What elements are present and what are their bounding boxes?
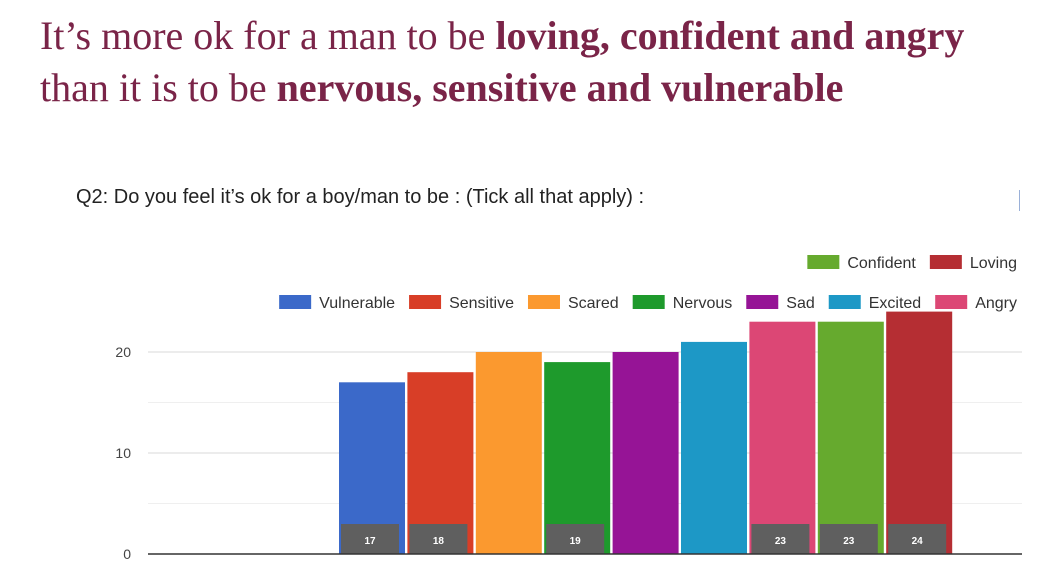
legend-swatch-excited: [828, 295, 861, 309]
headline-line-2-bold: nervous, sensitive and vulnerable: [276, 65, 844, 110]
headline-line-1: It’s more ok for a man to be loving, con…: [40, 10, 1030, 62]
bar-confident: [817, 321, 884, 554]
bar-excited: [681, 341, 747, 554]
data-label-box: [819, 524, 878, 554]
bar-nervous: [544, 362, 611, 554]
data-label: 17: [364, 536, 376, 547]
data-label-box: [409, 524, 468, 554]
headline-line-2: than it is to be nervous, sensitive and …: [40, 62, 1030, 114]
legend-label-sad: Sad: [786, 295, 814, 312]
legend-swatch-nervous: [632, 295, 665, 309]
legend-label-excited: Excited: [869, 295, 921, 312]
legend-label-vulnerable: Vulnerable: [319, 295, 395, 312]
legend-label-confident: Confident: [847, 255, 916, 272]
bar-loving: [886, 311, 953, 554]
legend-label-nervous: Nervous: [673, 295, 733, 312]
bar-sad: [612, 352, 679, 554]
y-tick-label: 0: [123, 546, 131, 562]
y-tick-label: 20: [115, 344, 131, 360]
headline-line-1-plain: It’s more ok for a man to be: [40, 13, 496, 58]
legend-label-angry: Angry: [975, 295, 1017, 312]
frame-edge: [1019, 190, 1020, 211]
data-label-box: [546, 524, 605, 554]
legend-swatch-sensitive: [409, 295, 442, 309]
legend-swatch-vulnerable: [279, 295, 312, 309]
legend-swatch-scared: [527, 295, 560, 309]
legend-swatch-sad: [746, 295, 779, 309]
legend-label-sensitive: Sensitive: [449, 295, 514, 312]
y-tick-label: 10: [115, 445, 131, 461]
bar-scared: [475, 352, 542, 554]
data-label-box: [341, 524, 399, 554]
data-label: 24: [912, 536, 924, 547]
legend-swatch-angry: [935, 295, 968, 309]
data-label: 18: [433, 536, 445, 547]
data-label: 23: [843, 536, 855, 547]
data-label-box: [751, 524, 810, 554]
bar-angry: [749, 321, 816, 554]
data-label: 19: [570, 536, 582, 547]
data-label-box: [888, 524, 947, 554]
legend-swatch-loving: [929, 255, 962, 269]
legend-label-scared: Scared: [568, 295, 619, 312]
headline: It’s more ok for a man to be loving, con…: [40, 10, 1030, 114]
legend-swatch-confident: [807, 255, 840, 269]
legend-label-loving: Loving: [970, 255, 1017, 272]
headline-line-1-bold: loving, confident and angry: [495, 13, 965, 58]
headline-line-2-plain: than it is to be: [40, 65, 277, 110]
chart-title: Q2: Do you feel it’s ok for a boy/man to…: [76, 186, 645, 208]
bar-sensitive: [407, 372, 474, 554]
data-label: 23: [775, 536, 787, 547]
